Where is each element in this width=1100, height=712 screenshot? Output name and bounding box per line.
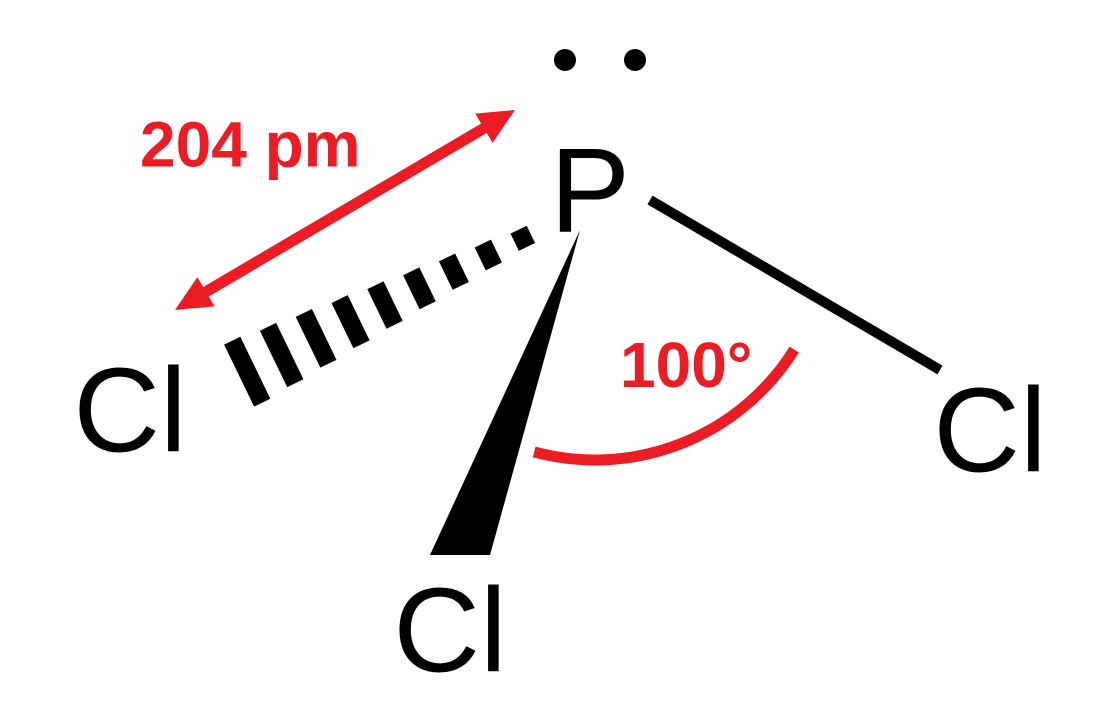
atom-chlorine-right: Cl — [933, 364, 1046, 498]
molecule-diagram: P Cl Cl Cl 204 pm 100° — [0, 0, 1100, 712]
lone-pair-dot — [624, 49, 646, 71]
lone-pair-dot — [554, 49, 576, 71]
bond-length-label: 204 pm — [140, 108, 361, 180]
atom-chlorine-left: Cl — [73, 344, 186, 478]
bond-angle-label: 100° — [620, 329, 752, 401]
atom-chlorine-bottom: Cl — [393, 564, 506, 698]
atom-phosphorus: P — [550, 124, 630, 258]
